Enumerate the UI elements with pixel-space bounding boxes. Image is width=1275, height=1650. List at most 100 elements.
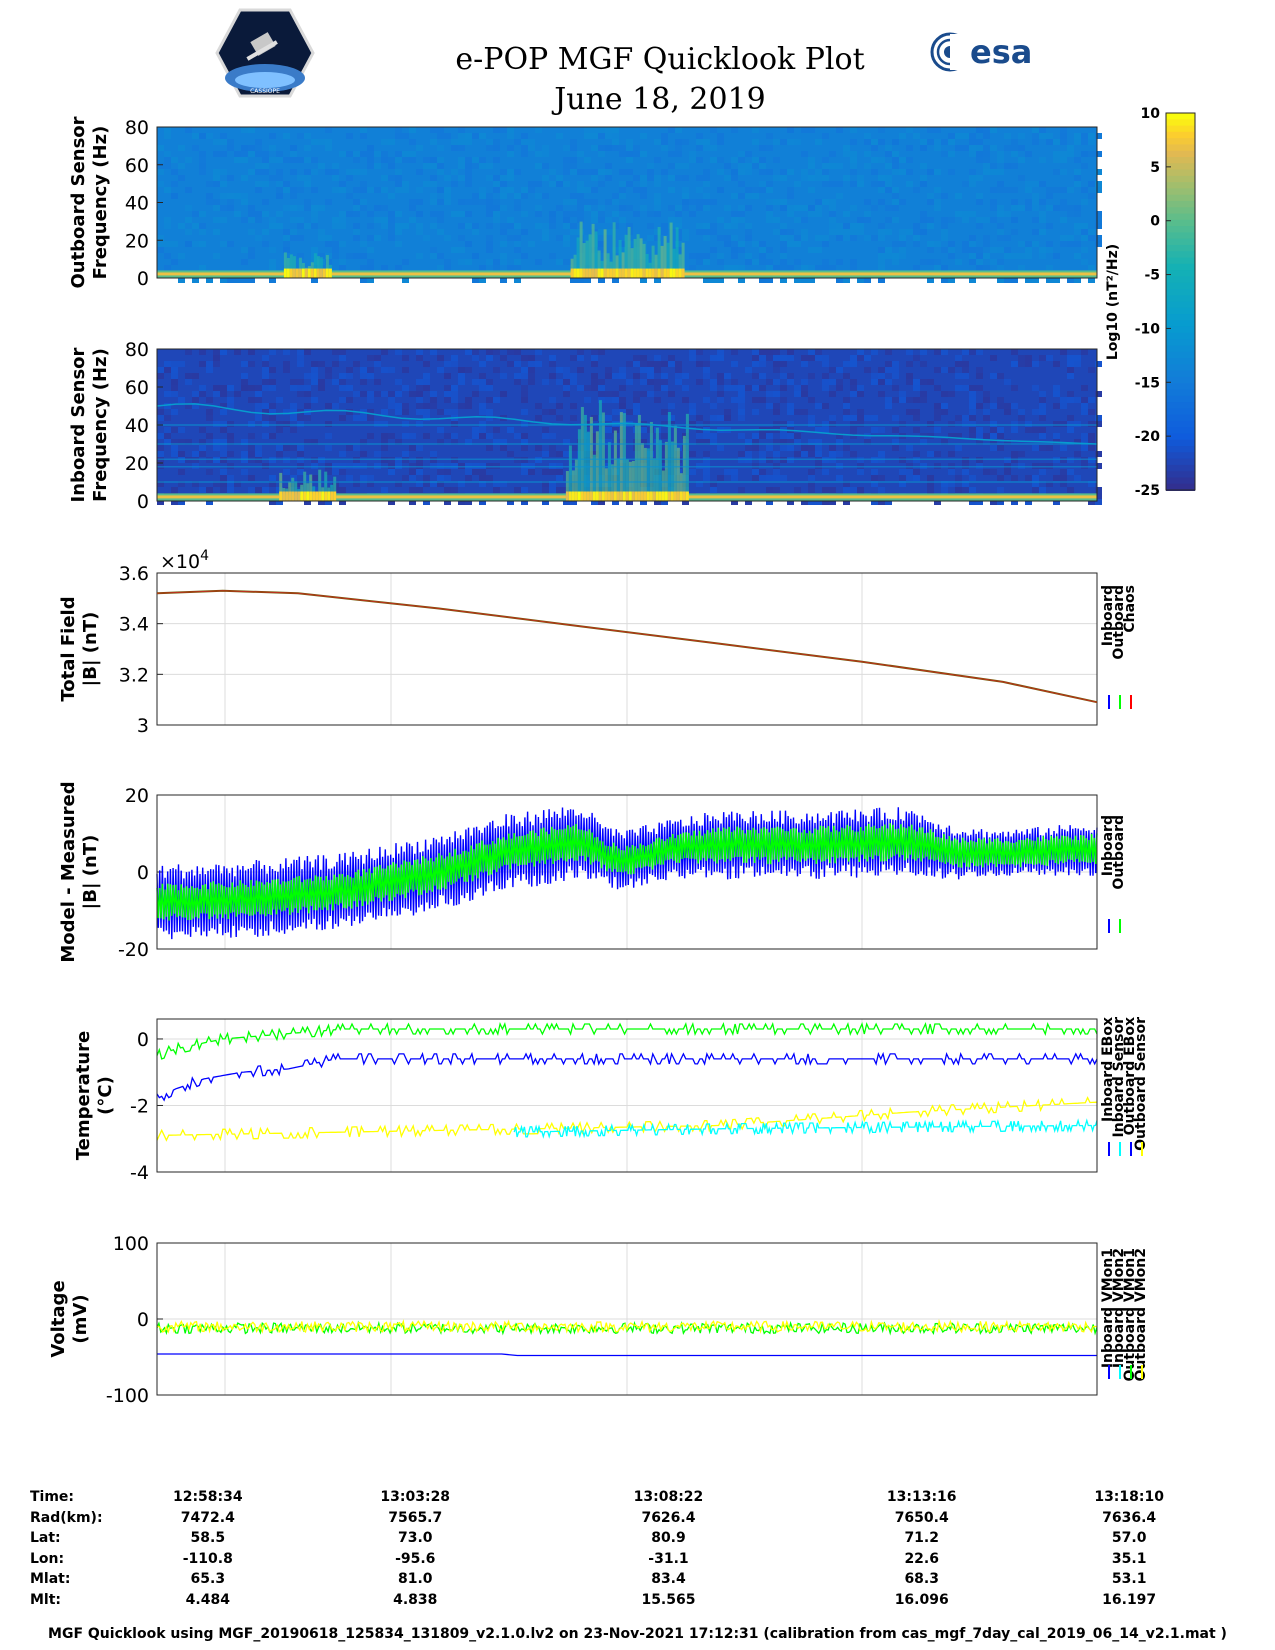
spectrogram-cell [899,229,906,235]
spectrogram-cell [836,223,843,229]
spectrogram-cell [556,475,563,481]
spectrogram-cell [514,487,521,493]
spectrogram-cell [255,385,262,391]
spectrogram-cell [283,205,290,211]
spectrogram-cell [381,265,388,271]
spectrogram-cell [598,151,605,157]
spectrogram-cell [563,217,570,223]
spectrogram-cell [157,445,164,451]
spectrogram-cell [899,475,906,481]
spectrogram-cell [479,379,486,385]
spectrogram-cell [395,463,402,469]
spectrogram-cell [325,241,332,247]
spectrogram-cell [759,469,766,475]
spectrogram-cell [409,463,416,469]
spectrogram-cell [794,217,801,223]
spectrogram-cell [661,361,668,367]
spectrogram-cell [997,427,1004,433]
spectrogram-cell [437,217,444,223]
spectrogram-cell [906,409,913,415]
spectrogram-cell [157,457,164,463]
spectrogram-cell [738,433,745,439]
spectrogram-cell [997,211,1004,217]
burst-core [321,491,325,501]
spectrogram-cell [297,463,304,469]
burst-core [627,268,631,278]
spectrogram-cell [808,397,815,403]
burst-stripe [573,254,577,278]
spectrogram-cell [598,169,605,175]
spectrogram-cell [983,415,990,421]
spectrogram-cell [479,199,486,205]
spectrogram-cell [801,217,808,223]
spectrogram-cell [703,475,710,481]
spectrogram-cell [241,385,248,391]
spectrogram-cell [668,421,675,427]
spectrogram-cell [185,217,192,223]
spectrogram-cell [1025,247,1032,253]
spectrogram-cell [262,487,269,493]
spectrogram-cell [332,403,339,409]
orbit-info-cell: 13:08:22 [633,1489,704,1505]
y-axis-label-line: Voltage [48,1280,69,1357]
spectrogram-cell [752,193,759,199]
spectrogram-cell [829,199,836,205]
burst-core [607,491,611,501]
spectrogram-cell [969,277,976,283]
spectrogram-cell [745,367,752,373]
spectrogram-cell [185,187,192,193]
spectrogram-cell [227,481,234,487]
spectrogram-cell [829,205,836,211]
burst-stripe [279,472,283,501]
spectrogram-cell [913,409,920,415]
spectrogram-cell [843,403,850,409]
burst-stripe [606,253,610,278]
spectrogram-cell [801,229,808,235]
spectrogram-cell [269,247,276,253]
spectrogram-cell [878,451,885,457]
spectrogram-cell [325,199,332,205]
spectrogram-cell [794,487,801,493]
spectrogram-cell [192,373,199,379]
spectrogram-cell [199,487,206,493]
spectrogram-cell [808,415,815,421]
spectrogram-cell [668,355,675,361]
spectrogram-cell [1046,463,1053,469]
spectrogram-cell [605,127,612,133]
spectrogram-cell [1039,487,1046,493]
spectrogram-cell [542,229,549,235]
spectrogram-cell [1039,409,1046,415]
spectrogram-cell [206,433,213,439]
spectrogram-cell [1088,445,1095,451]
spectrogram-cell [192,241,199,247]
spectrogram-cell [227,277,234,283]
burst-stripe [678,254,682,278]
spectrogram-cell [703,277,710,283]
spectrogram-cell [822,379,829,385]
spectrogram-cell [822,235,829,241]
spectrogram-cell [640,133,647,139]
spectrogram-cell [367,415,374,421]
spectrogram-cell [1011,457,1018,463]
spectrogram-cell [934,385,941,391]
spectrogram-cell [1025,499,1032,505]
spectrogram-cell [458,145,465,151]
spectrogram-cell [815,199,822,205]
spectrogram-cell [1081,139,1088,145]
spectrogram-cell [367,481,374,487]
spectrogram-cell [731,223,738,229]
spectrogram-cell [241,439,248,445]
spectrogram-cell [871,379,878,385]
burst-core [621,268,625,278]
spectrogram-cell [500,391,507,397]
spectrogram-cell [591,211,598,217]
spectrogram-cell [339,265,346,271]
spectrogram-cell [325,367,332,373]
spectrogram-cell [360,265,367,271]
spectrogram-cell [528,139,535,145]
spectrogram-cell [1018,241,1025,247]
spectrogram-cell [731,241,738,247]
spectrogram-cell [164,151,171,157]
spectrogram-cell [766,187,773,193]
spectrogram-cell [241,451,248,457]
